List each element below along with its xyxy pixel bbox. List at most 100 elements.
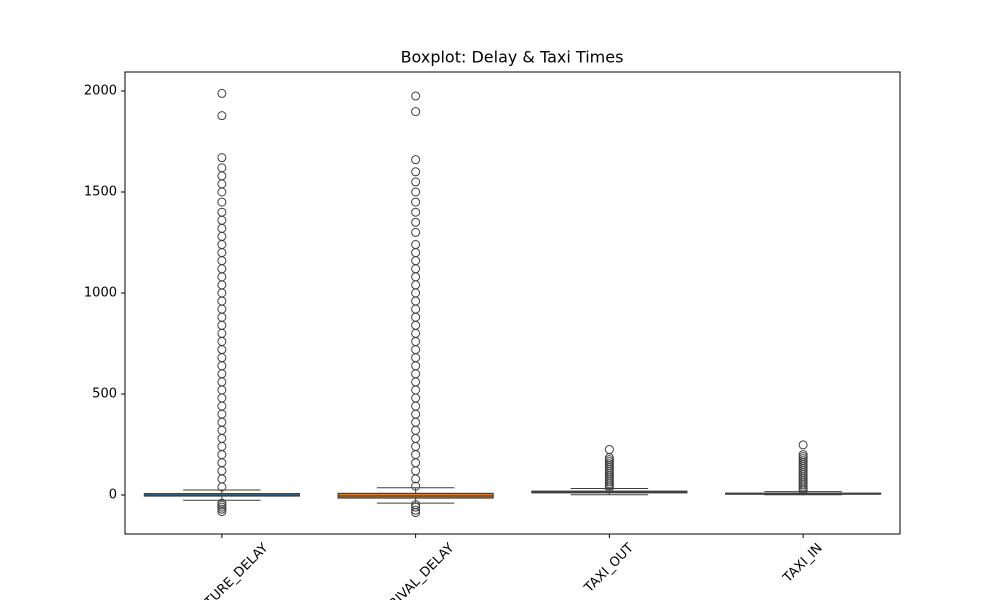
x-tick-label: DEPARTURE_DELAY — [172, 541, 271, 600]
outlier — [411, 248, 421, 258]
outlier — [217, 393, 227, 403]
outlier — [411, 296, 421, 306]
outlier — [411, 361, 421, 371]
outlier — [217, 450, 227, 460]
outlier — [411, 167, 421, 177]
outlier — [411, 288, 421, 298]
outlier — [217, 88, 227, 98]
y-tick-label: 500 — [92, 387, 117, 402]
outlier — [217, 417, 227, 427]
outlier — [411, 107, 421, 117]
x-tick-label: TAXI_OUT — [581, 541, 637, 597]
outlier — [411, 264, 421, 274]
outlier — [217, 409, 227, 419]
outlier — [411, 377, 421, 387]
outlier — [411, 481, 421, 491]
outlier — [217, 369, 227, 379]
outlier — [411, 433, 421, 443]
outlier — [217, 280, 227, 290]
outlier — [217, 288, 227, 298]
outlier — [217, 248, 227, 258]
box — [143, 492, 300, 497]
outlier — [411, 458, 421, 468]
outlier — [217, 377, 227, 387]
x-tick-label: ARRIVAL_DELAY — [374, 541, 458, 600]
outlier — [411, 91, 421, 101]
outlier — [411, 353, 421, 363]
outlier — [217, 256, 227, 266]
outlier — [411, 442, 421, 452]
outlier — [217, 304, 227, 314]
outlier — [798, 440, 808, 450]
outlier — [217, 328, 227, 338]
y-tick-label: 0 — [109, 488, 117, 503]
outlier — [411, 505, 421, 515]
outlier — [411, 227, 421, 237]
outlier — [411, 466, 421, 476]
outlier — [217, 401, 227, 411]
outlier — [411, 409, 421, 419]
outlier — [798, 450, 808, 460]
outlier — [217, 240, 227, 250]
outlier — [411, 393, 421, 403]
outlier — [217, 179, 227, 189]
outlier — [411, 217, 421, 227]
outlier — [217, 361, 227, 371]
outlier — [411, 450, 421, 460]
outlier — [217, 231, 227, 241]
outlier — [217, 153, 227, 163]
outlier — [411, 502, 421, 512]
outlier — [411, 197, 421, 207]
y-tick-label: 1500 — [84, 184, 117, 199]
outlier — [217, 187, 227, 197]
y-tick-label: 2000 — [84, 83, 117, 98]
outlier — [217, 312, 227, 322]
outlier — [217, 498, 227, 508]
outlier — [217, 353, 227, 363]
outlier — [217, 264, 227, 274]
outlier — [217, 215, 227, 225]
outlier — [411, 320, 421, 330]
outlier — [217, 458, 227, 468]
outlier — [411, 328, 421, 338]
outlier — [217, 163, 227, 173]
x-tick-label: TAXI_IN — [780, 541, 826, 587]
outlier — [217, 207, 227, 217]
outlier — [217, 197, 227, 207]
chart-title: Boxplot: Delay & Taxi Times — [401, 48, 624, 67]
outlier — [411, 425, 421, 435]
outlier — [411, 280, 421, 290]
outlier — [411, 312, 421, 322]
outlier — [217, 425, 227, 435]
outlier — [217, 272, 227, 282]
outlier — [411, 385, 421, 395]
outlier — [217, 320, 227, 330]
outlier — [411, 345, 421, 355]
outlier — [217, 442, 227, 452]
outlier — [411, 207, 421, 217]
outlier — [217, 223, 227, 233]
outlier — [411, 369, 421, 379]
outlier — [217, 385, 227, 395]
outlier — [217, 474, 227, 484]
outlier — [217, 171, 227, 181]
outlier — [411, 500, 421, 510]
outlier — [604, 445, 614, 455]
outlier — [411, 155, 421, 165]
outlier — [411, 401, 421, 411]
outlier — [411, 240, 421, 250]
outlier — [217, 345, 227, 355]
outlier — [217, 433, 227, 443]
outlier — [217, 466, 227, 476]
outlier — [217, 111, 227, 121]
outlier — [411, 304, 421, 314]
outlier — [411, 187, 421, 197]
outlier — [411, 336, 421, 346]
outlier — [411, 256, 421, 266]
outlier — [411, 272, 421, 282]
outlier — [411, 417, 421, 427]
outlier — [411, 177, 421, 187]
y-tick-label: 1000 — [84, 286, 117, 301]
